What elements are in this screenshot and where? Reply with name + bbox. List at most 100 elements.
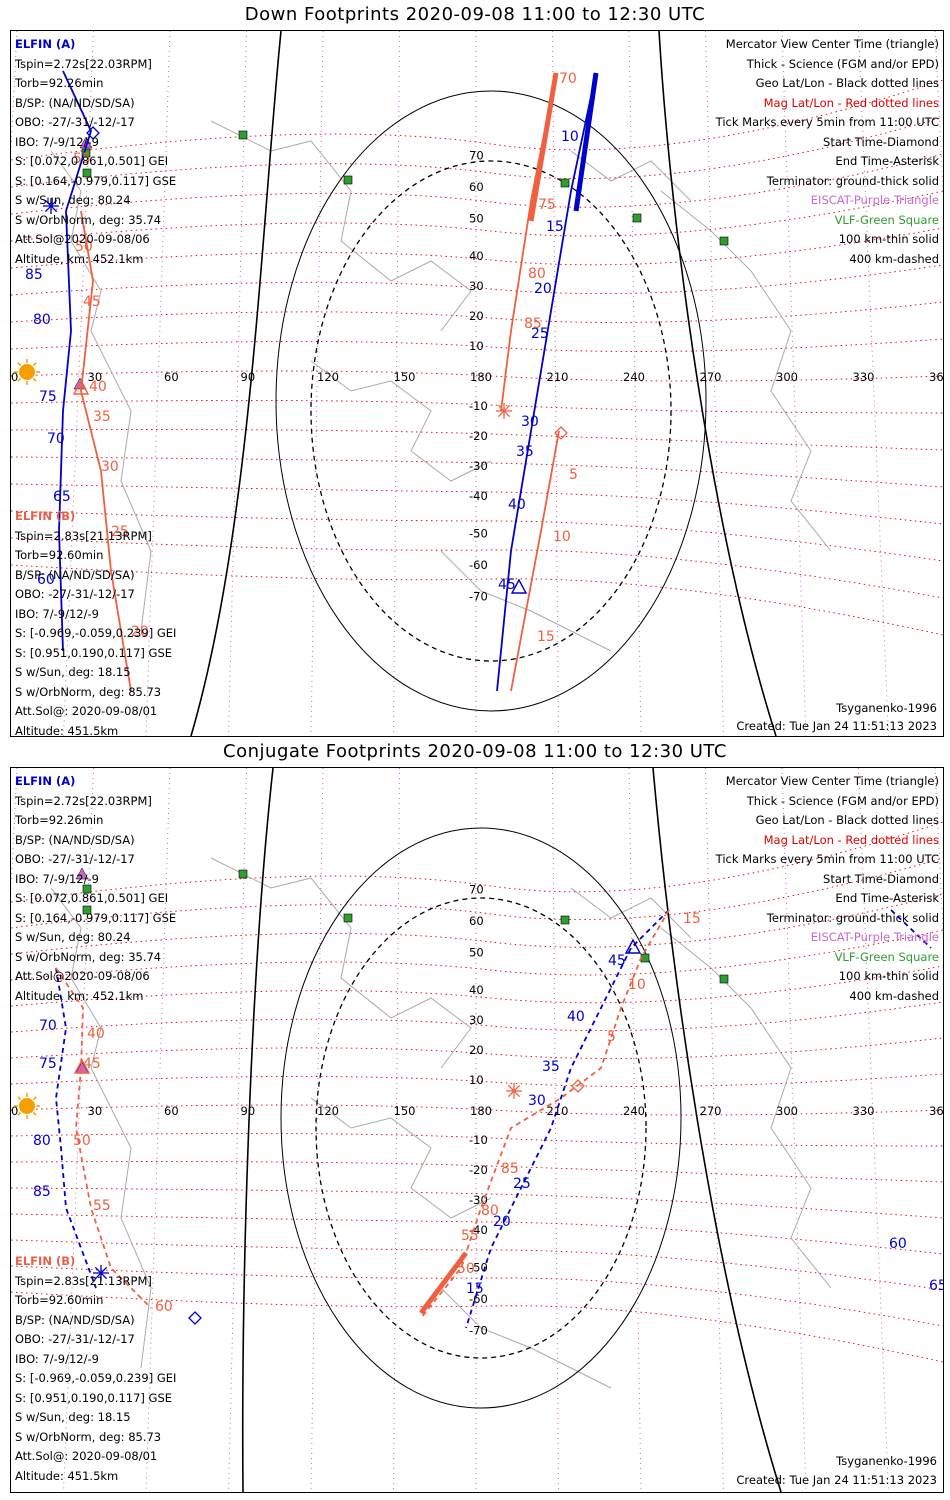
track-time-label: 60 <box>889 1236 907 1252</box>
info-line: S: [0.951,0.190,0.117] GSE <box>15 645 173 660</box>
lon-tick-label: 150 <box>394 1104 416 1118</box>
track-time-label: 85 <box>25 267 43 283</box>
mag-lat-line <box>11 399 943 414</box>
info-line: S: [0.164,-0.979,0.117] GSE <box>15 173 177 188</box>
info-line: B/SP: (NA/ND/SD/SA) <box>15 567 135 582</box>
track-time-label: 80 <box>481 1203 499 1219</box>
elfin-b-track <box>55 967 152 1309</box>
track-time-label: 45 <box>83 294 101 310</box>
mag-lat-line <box>11 1037 943 1059</box>
vlf-station-marker <box>719 974 729 984</box>
vlf-station-marker <box>640 953 650 963</box>
center-time-triangle <box>73 1058 91 1074</box>
elfin-a-track <box>465 909 670 1329</box>
fov-400km <box>315 897 647 1359</box>
elfin-a-track <box>55 967 97 1289</box>
info-line: Torb=92.26min <box>15 813 104 827</box>
track-time-label: 85 <box>524 316 542 332</box>
track-time-label: 80 <box>528 266 546 282</box>
track-time-label: 50 <box>457 1261 475 1277</box>
mag-lat-line <box>11 929 943 981</box>
info-line: S w/OrbNorm, deg: 85.73 <box>15 684 162 699</box>
geo-meridian <box>705 768 724 1492</box>
mag-lat-line <box>11 338 943 352</box>
mag-lat-line <box>11 1132 943 1147</box>
info-line: S w/Sun, deg: 80.24 <box>15 930 131 944</box>
info-line: Tspin=2.72s[22.03RPM] <box>15 56 152 71</box>
lat-tick-label: 40 <box>469 983 484 997</box>
geo-meridian <box>310 768 324 1492</box>
lon-tick-label: 360 <box>929 1104 943 1118</box>
track-time-label: 35 <box>516 444 534 460</box>
info-line: Tspin=2.83s[21.13RPM] <box>15 528 152 543</box>
page-title-conj: Conjugate Footprints 2020-09-08 11:00 to… <box>223 741 727 762</box>
coastline <box>660 190 832 552</box>
track-time-label: 55 <box>73 151 91 167</box>
mag-lat-line <box>11 190 943 242</box>
spacecraft-label: ELFIN (A) <box>15 774 76 788</box>
track-time-label: 65 <box>929 1278 943 1294</box>
elfin-a-info-conj: ELFIN (A) Tspin=2.72s[22.03RPM] Torb=92.26… <box>15 772 176 1006</box>
lat-tick-label: 60 <box>469 180 484 194</box>
track-time-label: 40 <box>89 379 107 395</box>
legend-item: Thick - Science (FGM and/or EPD) <box>746 56 939 71</box>
elfin-a-info-down: ELFIN (A) Tspin=2.72s[22.03RPM] Torb=92.26… <box>15 35 176 269</box>
lat-tick-label: 30 <box>469 1013 484 1027</box>
model-label-down: Tsyganenko-1996 <box>836 701 937 715</box>
coastline <box>440 1287 612 1389</box>
mag-lat-line <box>11 370 943 382</box>
lat-tick-label: 40 <box>469 249 484 263</box>
legend-item: VLF-Green Square <box>834 949 939 964</box>
lat-tick-label: -40 <box>469 1223 488 1237</box>
end-asterisk-marker <box>43 198 59 214</box>
end-asterisk-marker <box>93 1265 109 1281</box>
info-line: S: [0.072,0.861,0.501] GEI <box>15 891 169 905</box>
elfin-b-info-conj: ELFIN (B) Tspin=2.83s[21.13RPM] Torb=92.60… <box>15 1252 176 1486</box>
track-time-label: 50 <box>75 239 93 255</box>
map-panel-down: 0 30 60 90 120 150 180 210 240 270 300 330 360 70 60 50… <box>10 30 944 738</box>
spacecraft-label: ELFIN (B) <box>15 1254 76 1268</box>
legend-item: 400 km-dashed <box>849 251 939 266</box>
mag-lat-line <box>11 1187 943 1219</box>
track-time-label: 30 <box>521 414 539 430</box>
lon-tick-label: 270 <box>700 370 722 384</box>
lat-tick-label: 20 <box>469 1043 484 1057</box>
lon-tick-label: 360 <box>929 370 943 384</box>
lon-tick-label: 330 <box>853 1104 875 1118</box>
info-line: Att.Sol@: 2020-09-08/01 <box>15 704 158 718</box>
vlf-station-marker <box>343 175 353 185</box>
lon-tick-label: 60 <box>164 370 179 384</box>
model-label-conj: Tsyganenko-1996 <box>836 1454 937 1468</box>
legend-item: Mag Lat/Lon - Red dotted lines <box>763 832 939 847</box>
mag-lat-line <box>11 857 943 929</box>
coastline <box>210 120 472 332</box>
info-line: Altitude, km: 452.1km <box>15 988 144 1003</box>
lat-tick-label: -10 <box>469 1133 488 1147</box>
lon-tick-label: 60 <box>164 1104 179 1118</box>
lon-tick-label: 180 <box>470 370 492 384</box>
track-time-label: 65 <box>53 489 71 505</box>
geo-meridian <box>552 768 559 1492</box>
fov-100km <box>280 827 682 1409</box>
track-time-label: 20 <box>131 624 149 640</box>
mag-lat-line <box>11 1265 943 1327</box>
info-line: S: [0.072,0.861,0.501] GEI <box>15 154 169 168</box>
vlf-station-marker <box>238 869 248 879</box>
vlf-station-marker <box>82 884 92 894</box>
lon-tick-label: 30 <box>88 1104 103 1118</box>
geo-meridian <box>934 768 943 939</box>
lat-tick-label: 30 <box>469 279 484 293</box>
end-asterisk-marker <box>506 1083 522 1099</box>
lon-tick-label: 90 <box>241 370 256 384</box>
lat-tick-label: -30 <box>469 459 488 473</box>
mag-lat-line <box>11 1073 943 1087</box>
lat-tick-label: 70 <box>469 149 484 163</box>
legend-item: End Time-Asterisk <box>835 891 939 905</box>
track-time-label: 35 <box>542 1059 560 1075</box>
track-time-label: 70 <box>559 71 577 87</box>
lat-tick-label: -60 <box>469 558 488 572</box>
info-line: Torb=92.26min <box>15 76 104 90</box>
end-asterisk-marker <box>496 403 512 419</box>
lon-tick-label: 150 <box>394 370 416 384</box>
track-time-label: 85 <box>501 1161 519 1177</box>
